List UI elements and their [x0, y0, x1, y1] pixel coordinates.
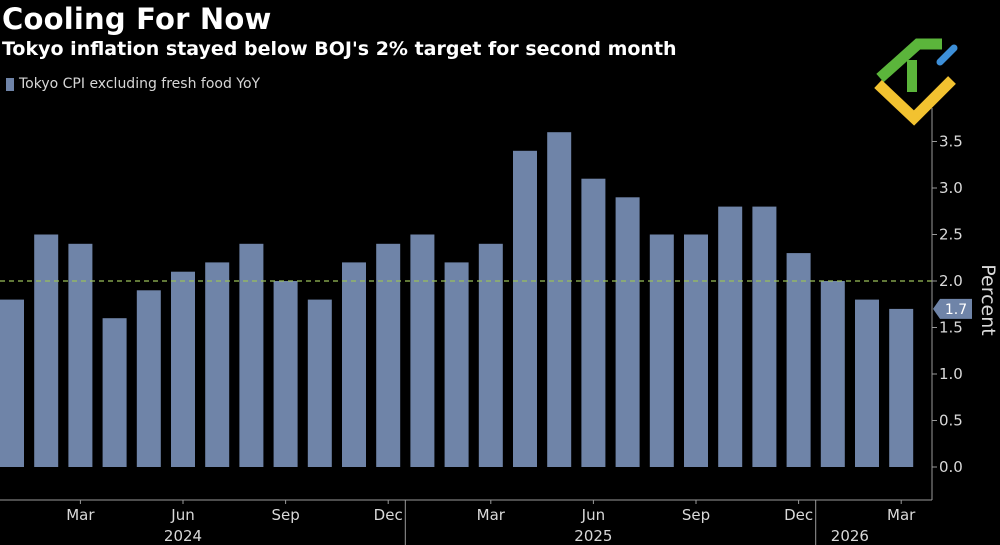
bar-2025-01	[410, 234, 435, 467]
chart-title: Cooling For Now	[2, 2, 272, 36]
x-tick-label-dec: Dec	[374, 506, 403, 524]
x-tick-label-sep: Sep	[682, 506, 710, 524]
y-tick-label: 0.0	[939, 458, 963, 476]
last-value-label: 1.7	[945, 302, 967, 318]
bar-2024-12	[376, 243, 401, 467]
x-tick-label-sep: Sep	[271, 506, 299, 524]
y-tick-label: 3.5	[939, 133, 963, 151]
x-year-label-2025: 2025	[574, 527, 612, 545]
bar-2025-03	[478, 243, 503, 467]
bar-2025-12	[786, 253, 811, 467]
x-tick-label-dec: Dec	[784, 506, 813, 524]
bar-2025-11	[752, 206, 777, 467]
legend: Tokyo CPI excluding fresh food YoY	[6, 76, 260, 92]
bar-2024-06	[171, 271, 195, 467]
x-tick-label-mar: Mar	[477, 506, 506, 524]
bar-2025-06	[581, 178, 606, 467]
y-tick-label: 3.0	[939, 179, 963, 197]
x-tick-label-jun: Jun	[581, 506, 605, 524]
bar-2025-08	[649, 234, 674, 467]
y-axis-title: Percent	[977, 264, 999, 336]
legend-swatch	[6, 77, 14, 91]
y-tick-label: 1.0	[939, 365, 963, 383]
bar-2025-04	[513, 150, 537, 468]
bar-2024-03	[68, 243, 93, 467]
x-year-label-2026: 2026	[831, 527, 869, 545]
last-value-callout	[933, 298, 972, 319]
x-tick-label-jun: Jun	[170, 506, 194, 524]
legend-label: Tokyo CPI excluding fresh food YoY	[19, 76, 261, 92]
bar-2025-05	[547, 132, 572, 467]
bar-2025-07	[615, 197, 640, 468]
bar-2024-02	[34, 234, 59, 467]
bar-2026-01	[820, 281, 845, 467]
bar-2024-10	[307, 299, 332, 467]
logo-yellow-stroke	[874, 76, 956, 126]
bar-2024-11	[342, 262, 366, 467]
logo-blue-stroke	[936, 44, 958, 66]
brand-logo-icon	[874, 38, 958, 126]
bar-2026-03	[889, 308, 914, 467]
bar-2024-01	[0, 299, 24, 467]
bar-2024-08	[239, 243, 264, 467]
bar-2025-10	[718, 206, 743, 467]
bar-2024-09	[273, 281, 298, 467]
x-tick-label-mar: Mar	[887, 506, 916, 524]
bar-2024-05	[136, 290, 161, 467]
y-tick-label: 2.0	[939, 272, 963, 290]
x-tick-label-mar: Mar	[66, 506, 95, 524]
y-tick-label: 2.5	[939, 226, 963, 244]
chart-subtitle: Tokyo inflation stayed below BOJ's 2% ta…	[2, 38, 677, 60]
bar-2025-09	[684, 234, 708, 467]
bar-2024-07	[205, 262, 230, 467]
logo-green-stroke	[876, 38, 942, 83]
y-tick-label: 0.5	[939, 412, 963, 430]
bar-2025-02	[444, 262, 469, 467]
bar-2026-02	[855, 299, 879, 467]
bar-2024-04	[102, 318, 127, 467]
y-tick-label: 1.5	[939, 319, 963, 337]
x-year-label-2024: 2024	[164, 527, 202, 545]
